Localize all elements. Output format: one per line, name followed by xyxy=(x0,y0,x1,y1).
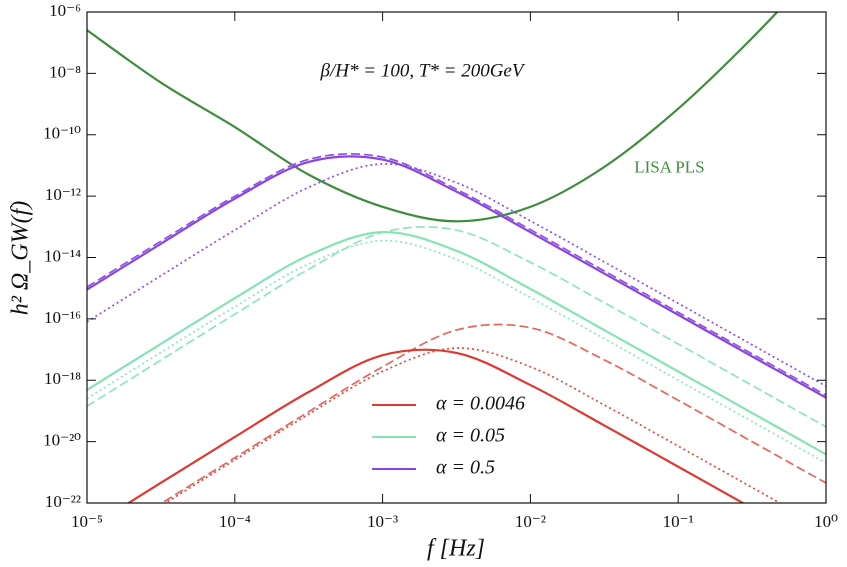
plot-area xyxy=(87,12,826,503)
y-tick-label: 10⁻¹⁰ xyxy=(43,124,81,143)
x-tick-label: 10⁻² xyxy=(515,512,546,531)
x-tick-label: 10⁻⁴ xyxy=(219,512,251,531)
series-line xyxy=(87,230,826,456)
series-line xyxy=(87,226,826,428)
y-axis-label: h² Ω_GW(f) xyxy=(8,201,34,316)
x-axis-label: f [Hz] xyxy=(427,536,485,562)
x-tick-label: 10⁻³ xyxy=(367,512,398,531)
series-label: LISA PLS xyxy=(634,158,704,177)
series-line xyxy=(87,12,779,223)
lines-layer xyxy=(87,12,826,503)
x-tick-label: 10⁰ xyxy=(814,512,838,531)
y-tick-label: 10⁻¹² xyxy=(45,185,81,204)
legend-label: α = 0.0046 xyxy=(436,393,525,415)
x-tick-label: 10⁻¹ xyxy=(663,512,694,531)
y-tick-label: 10⁻⁶ xyxy=(49,1,81,20)
y-tick-label: 10⁻⁸ xyxy=(49,62,81,81)
series-line xyxy=(87,153,826,397)
y-tick-label: 10⁻¹⁸ xyxy=(44,369,81,388)
y-tick-label: 10⁻²⁰ xyxy=(43,431,81,450)
legend-label: α = 0.05 xyxy=(436,425,505,447)
series-line xyxy=(160,323,826,503)
series-line xyxy=(126,348,746,503)
series-line xyxy=(163,347,782,503)
legend-label: α = 0.5 xyxy=(436,457,495,479)
y-tick-label: 10⁻¹⁴ xyxy=(44,246,81,265)
x-tick-label: 10⁻⁵ xyxy=(71,512,103,531)
y-tick-label: 10⁻¹⁶ xyxy=(44,308,81,327)
series-line xyxy=(87,155,826,399)
annotation: β/H* = 100, T* = 200GeV xyxy=(320,60,526,81)
y-tick-label: 10⁻²² xyxy=(45,492,81,511)
